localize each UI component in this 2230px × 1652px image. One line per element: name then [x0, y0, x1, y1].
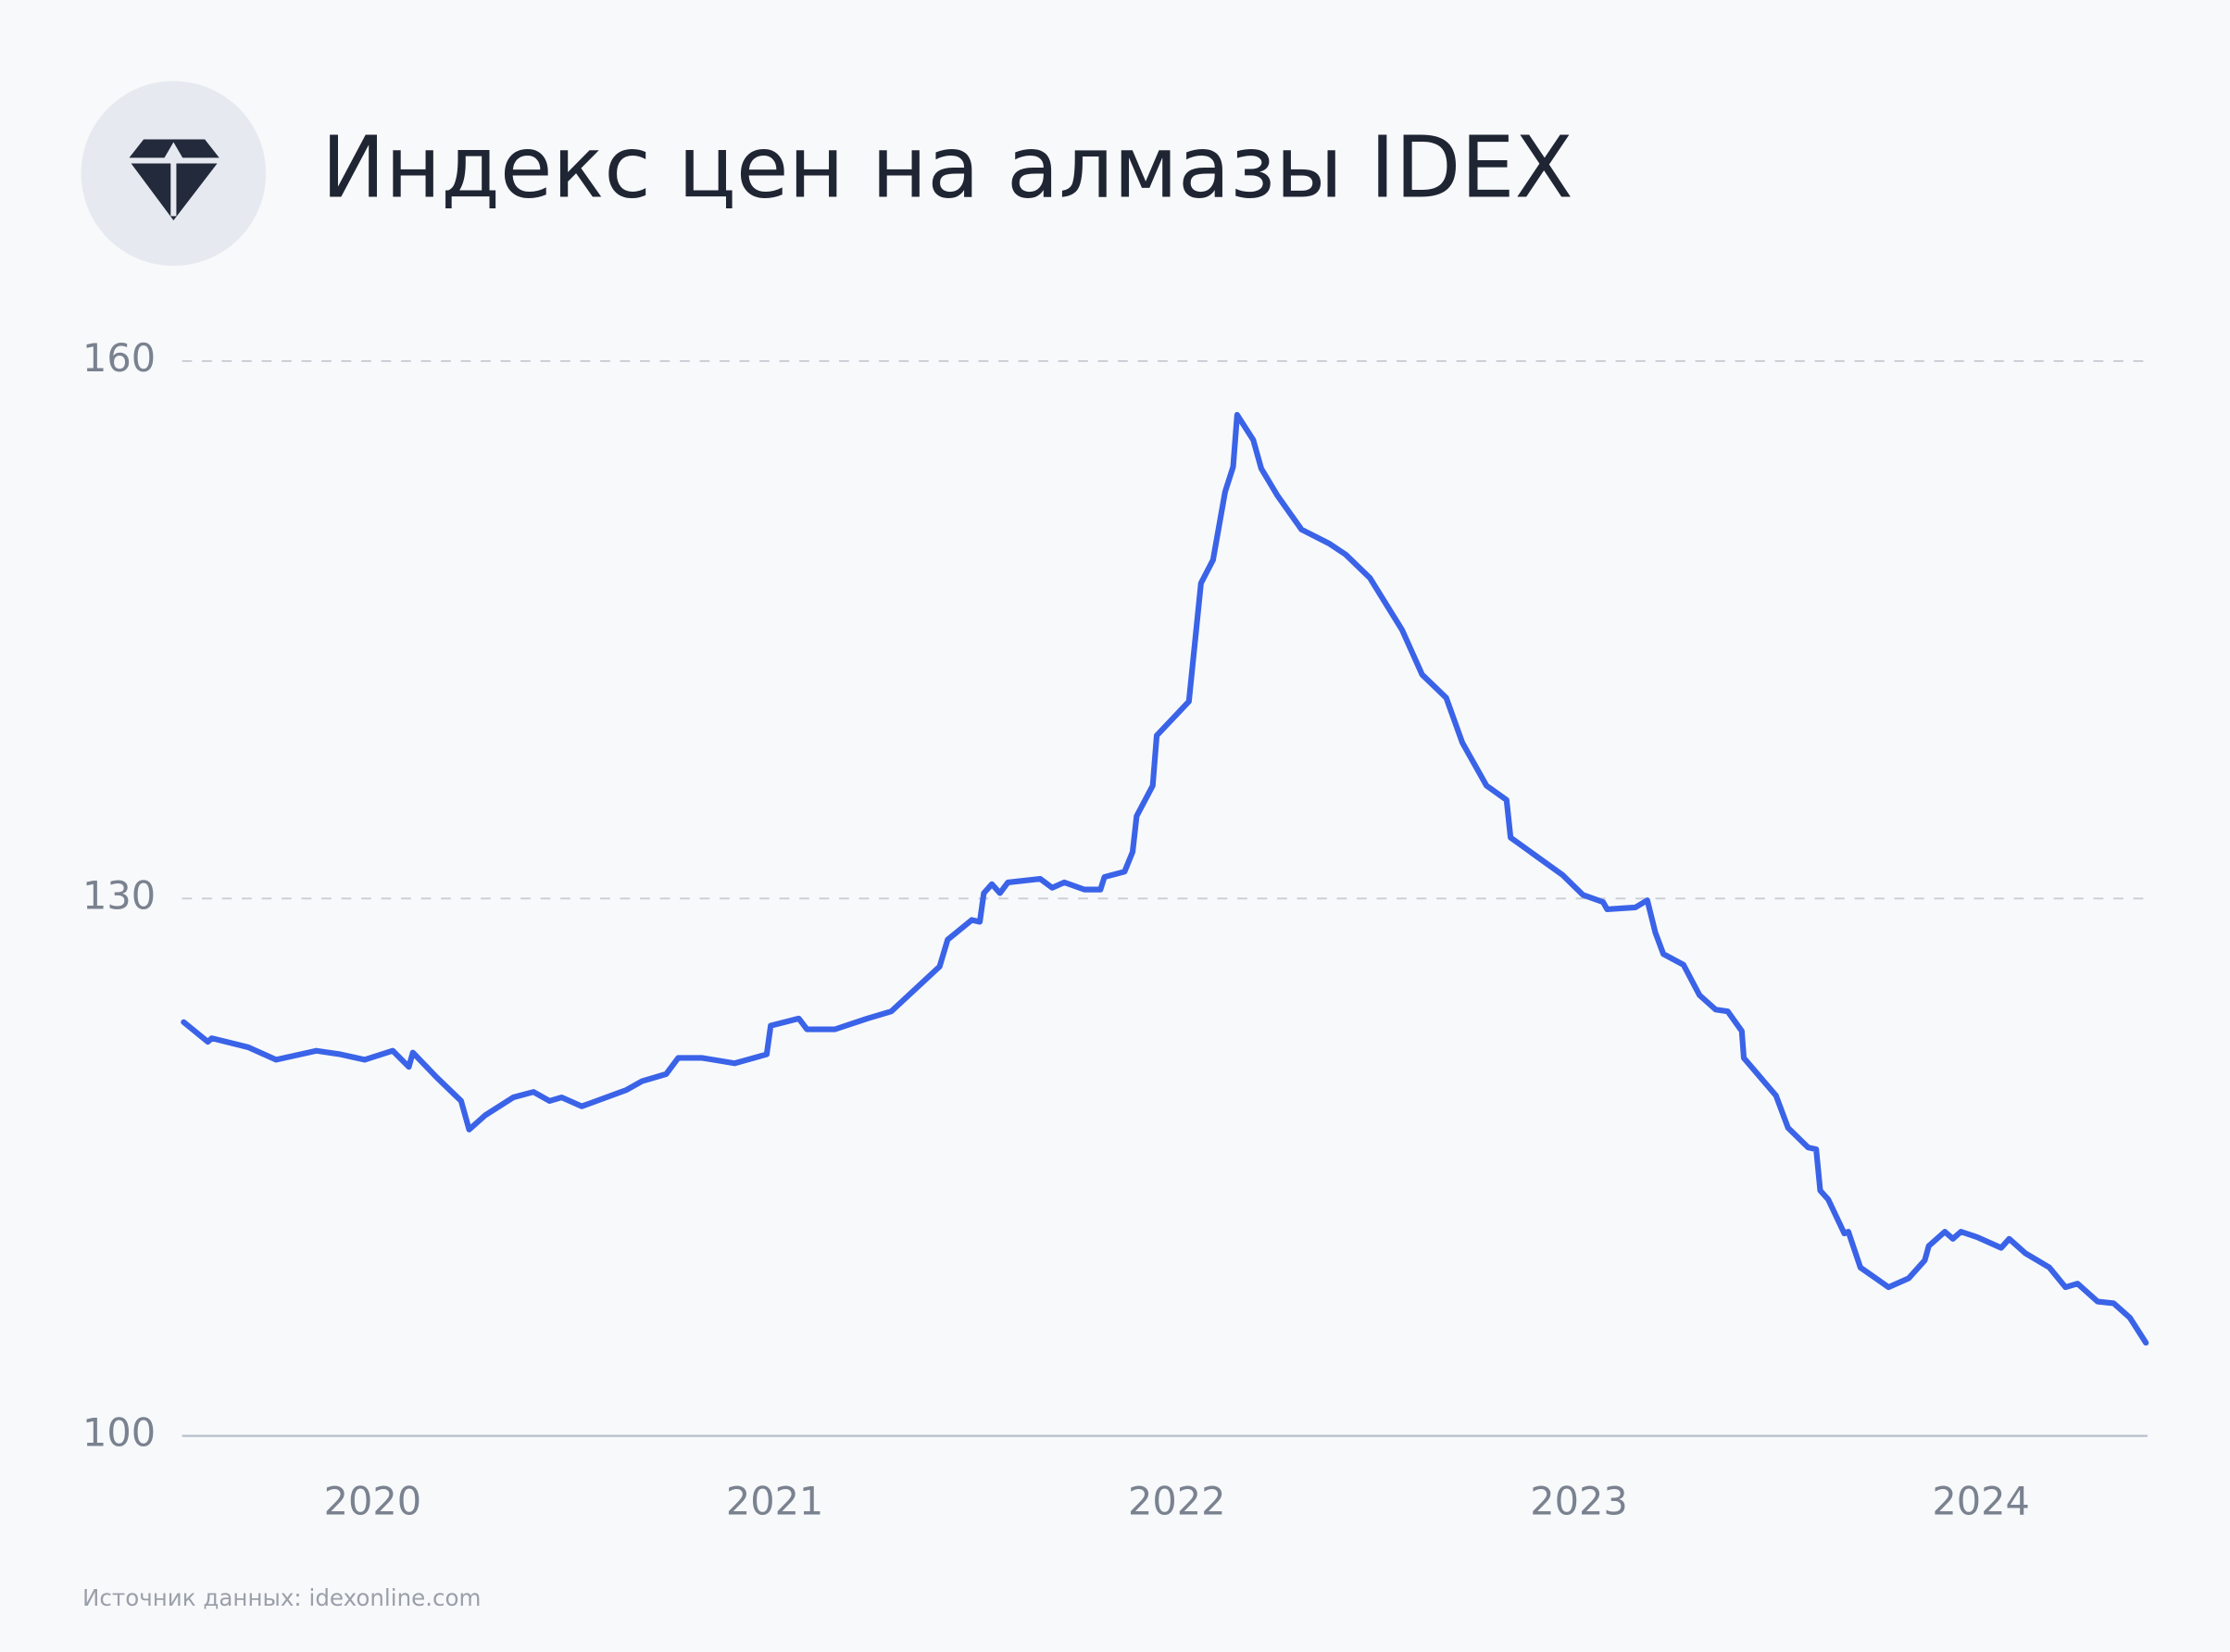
y-tick-label: 130: [82, 873, 156, 918]
x-tick-label: 2022: [1128, 1479, 1225, 1523]
x-tick-label: 2024: [1932, 1479, 2029, 1523]
y-tick-label: 100: [82, 1411, 156, 1456]
chart-title: Индекс цен на алмазы IDEX: [321, 118, 1573, 218]
diamond-facet: [163, 142, 184, 159]
x-tick-label: 2023: [1530, 1479, 1627, 1523]
x-tick-label: 2021: [726, 1479, 823, 1523]
y-tick-label: 160: [82, 336, 156, 381]
diamond-icon: [81, 81, 267, 267]
price-line: [181, 411, 2149, 1346]
source-note: Источник данных: idexonline.com: [82, 1584, 481, 1611]
x-tick-label: 2020: [324, 1479, 421, 1523]
